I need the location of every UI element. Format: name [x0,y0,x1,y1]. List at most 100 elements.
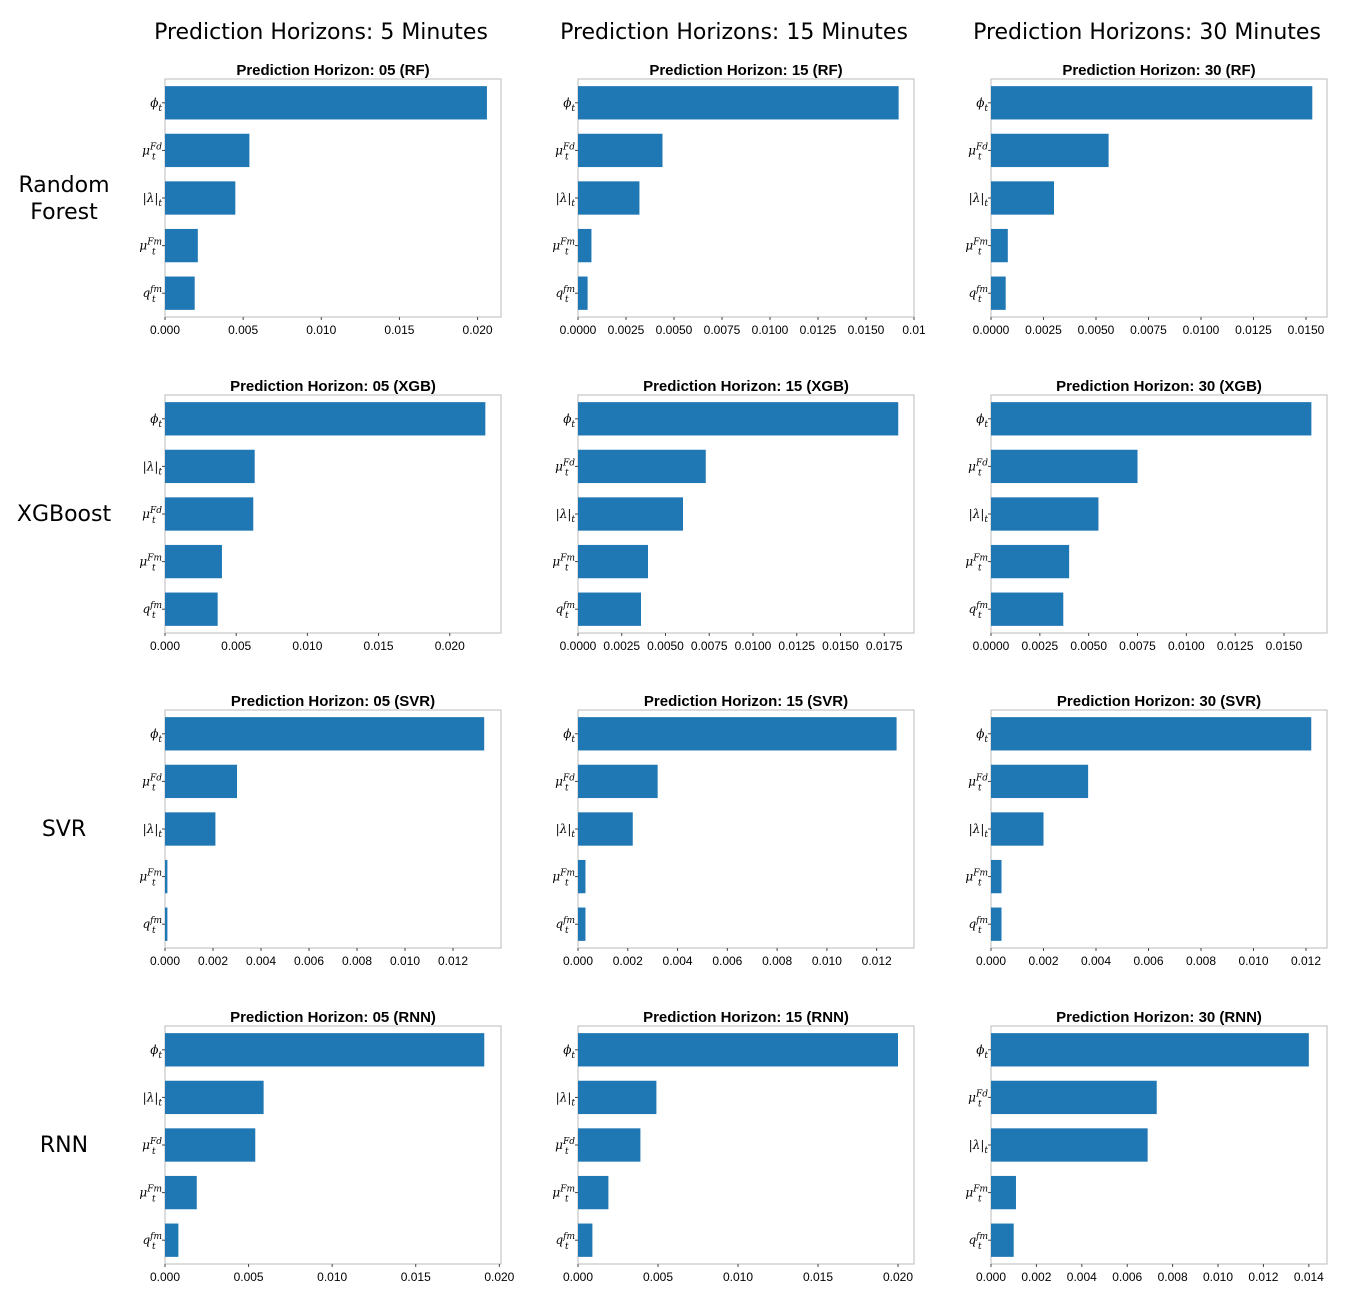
chart-title: Prediction Horizon: 30 (SVR) [1057,693,1261,710]
x-tick-label: 0.000 [150,639,180,653]
y-tick-label: μFm t [139,869,162,889]
y-tick-label: μFd t [142,773,162,793]
x-tick-label: 0.020 [435,639,465,653]
x-tick-label: 0.010 [1203,1270,1233,1284]
x-tick-label: 0.020 [484,1270,514,1284]
bar-qtfm [578,276,588,310]
y-tick-label: qfm t [142,1232,162,1252]
x-tick-label: 0.006 [1112,1270,1142,1284]
x-tick-label: 0.010 [1238,954,1268,968]
x-tick-label: 0.005 [221,639,251,653]
row-label-rnn: RNN [39,1133,89,1158]
x-tick-label: 0.006 [712,954,742,968]
y-tick-label: μFd t [968,458,988,478]
x-tick-label: 0.010 [812,954,842,968]
column-title-30min: Prediction Horizons: 30 Minutes [973,20,1321,45]
chart-title: Prediction Horizon: 30 (XGB) [1056,378,1262,395]
y-tick-label: μFm t [965,1185,988,1205]
y-tick-label: μFd t [142,142,162,162]
bar-qtfm [991,907,1002,941]
x-tick-label: 0.0000 [560,323,597,337]
bar-mutfm [165,1175,197,1210]
bar-phit [991,1033,1309,1067]
x-tick-label: 0.0000 [973,639,1010,653]
y-tick-label: μFm t [552,238,575,258]
bar-lambdat [578,812,633,846]
y-tick-label: qfm t [555,916,575,936]
y-tick-label: μFm t [965,869,988,889]
x-tick-label: 0.014 [1294,1270,1324,1284]
x-tick-label: 0.0150 [822,639,859,653]
y-tick-label: ϕt [976,1043,988,1061]
chart-title: Prediction Horizon: 05 (XGB) [230,378,436,395]
y-tick-label: qfm t [142,285,162,305]
y-tick-label: qfm t [142,601,162,621]
y-tick-label: μFd t [968,1089,988,1109]
y-tick-label: μFd t [142,506,162,526]
y-tick-label: |λ|t [143,1090,163,1108]
x-tick-label: 0.0025 [608,323,645,337]
y-tick-label: μFd t [968,142,988,162]
bar-lambdat [578,1080,657,1115]
y-tick-label: μFd t [555,773,575,793]
chart-title: Prediction Horizon: 15 (SVR) [644,693,848,710]
x-tick-label: 0.0025 [1021,639,1058,653]
bar-mutfm [991,1175,1016,1210]
y-tick-label: ϕt [150,727,162,745]
bar-qtfm [578,907,586,941]
x-tick-label: 0.0000 [973,323,1010,337]
bar-phit [578,86,899,120]
x-tick-label: 0.004 [663,954,693,968]
y-tick-label: μFm t [965,554,988,574]
bar-qtfm [991,1223,1014,1257]
bar-phit [578,717,897,751]
row-label-xgboost: XGBoost [16,502,112,527]
bar-lambdat [578,497,683,531]
y-tick-label: μFd t [555,142,575,162]
column-title-15min: Prediction Horizons: 15 Minutes [560,20,908,45]
y-tick-label: μFm t [552,1185,575,1205]
x-tick-label: 0.0050 [1070,639,1107,653]
bar-lambdat [991,497,1099,531]
y-tick-label: ϕt [563,412,575,430]
feature-importance-chart-3-3: Prediction Horizon: 30 (SVR) ϕt μFd t |λ|t μF… [965,693,1328,968]
bar-phit [165,717,485,751]
y-tick-label: |λ|t [143,459,163,477]
bar-mutfm [165,544,222,579]
x-tick-label: 0.012 [1291,954,1321,968]
x-tick-label: 0.0000 [560,639,597,653]
x-tick-label: 0.000 [976,1270,1006,1284]
chart-title: Prediction Horizon: 15 (RF) [649,62,842,79]
x-tick-label: 0.000 [563,1270,593,1284]
chart-title: Prediction Horizon: 15 (XGB) [643,378,849,395]
bar-mutfm [165,228,198,263]
bar-phit [578,1033,898,1067]
feature-importance-chart-2-2: Prediction Horizon: 15 (XGB) ϕt μFd t |λ|t μF… [552,378,915,653]
x-tick-label: 0.004 [1067,1270,1097,1284]
y-tick-label: |λ|t [143,191,163,209]
y-tick-label: μFd t [555,1137,575,1157]
bar-qtfm [165,1223,179,1257]
x-tick-label: 0.0100 [752,323,789,337]
bar-mutfm [165,859,168,894]
column-title-5min: Prediction Horizons: 5 Minutes [154,20,488,45]
feature-importance-chart-2-3: Prediction Horizon: 30 (XGB) ϕt μFd t |λ|t μF… [965,378,1328,653]
y-tick-label: |λ|t [143,822,163,840]
row-label-random-forest: Random Forest [18,173,110,225]
x-tick-label: 0.0100 [1168,639,1205,653]
x-tick-label: 0.0025 [603,639,640,653]
y-tick-label: μFd t [968,773,988,793]
bar-mutfd [165,133,250,168]
x-tick-label: 0.010 [317,1270,347,1284]
bar-phit [578,402,899,436]
bar-lambdat [991,181,1054,215]
x-tick-label: 0.005 [643,1270,673,1284]
feature-importance-chart-2-1: Prediction Horizon: 05 (XGB) ϕt |λ|t μFd t μF… [139,378,502,653]
x-tick-label: 0.000 [150,323,180,337]
x-tick-label: 0.005 [234,1270,264,1284]
x-tick-label: 0.010 [292,639,322,653]
feature-importance-chart-3-2: Prediction Horizon: 15 (SVR) ϕt μFd t |λ|t μF… [552,693,915,968]
chart-title: Prediction Horizon: 30 (RNN) [1056,1009,1262,1026]
bar-qtfm [578,1223,593,1257]
bar-phit [991,402,1312,436]
